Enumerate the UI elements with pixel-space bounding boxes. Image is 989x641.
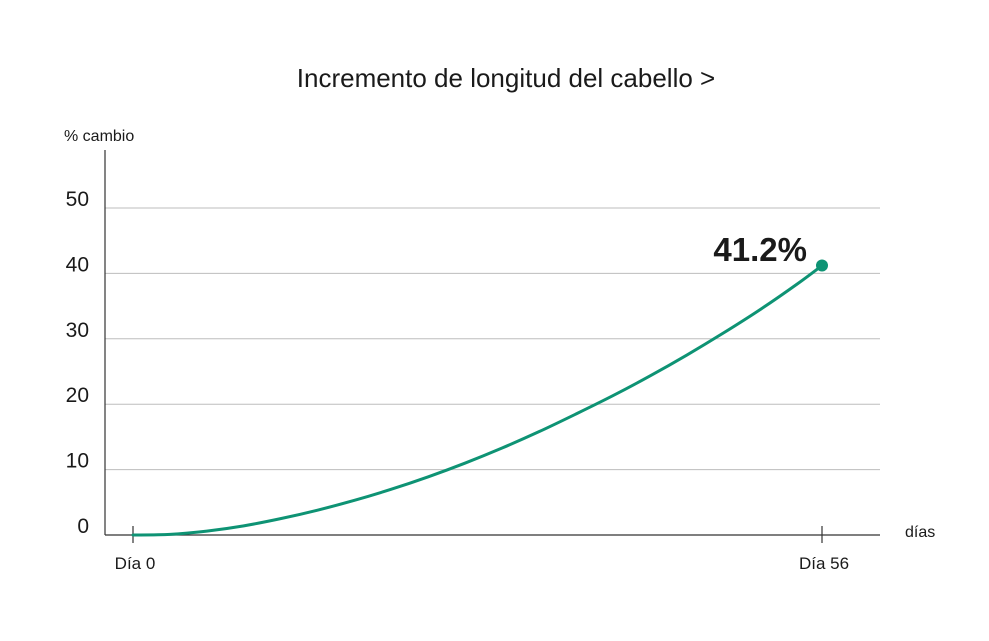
y-tick-label-20: 20 (66, 384, 89, 407)
x-axis-label: días (905, 524, 935, 541)
y-tick-label-0: 0 (77, 515, 89, 538)
chart-title: Incremento de longitud del cabello > (297, 63, 715, 93)
series (131, 259, 828, 537)
y-tick-label-10: 10 (66, 450, 89, 473)
x-ticks: Día 0 Día 56 (115, 526, 849, 573)
grid-lines (105, 207, 880, 471)
series-line-0 (131, 264, 824, 537)
axes (104, 150, 880, 536)
y-tick-labels: 0 10 20 30 40 50 (66, 188, 89, 538)
data-label-end: 41.2% (713, 231, 807, 268)
data-point-end (816, 259, 828, 272)
y-tick-label-40: 40 (66, 253, 89, 276)
y-tick-label-50: 50 (66, 188, 89, 211)
x-tick-label-1: Día 56 (799, 554, 849, 573)
y-axis-label: % cambio (64, 128, 134, 145)
y-tick-label-30: 30 (66, 319, 89, 342)
x-tick-label-0: Día 0 (115, 554, 156, 573)
